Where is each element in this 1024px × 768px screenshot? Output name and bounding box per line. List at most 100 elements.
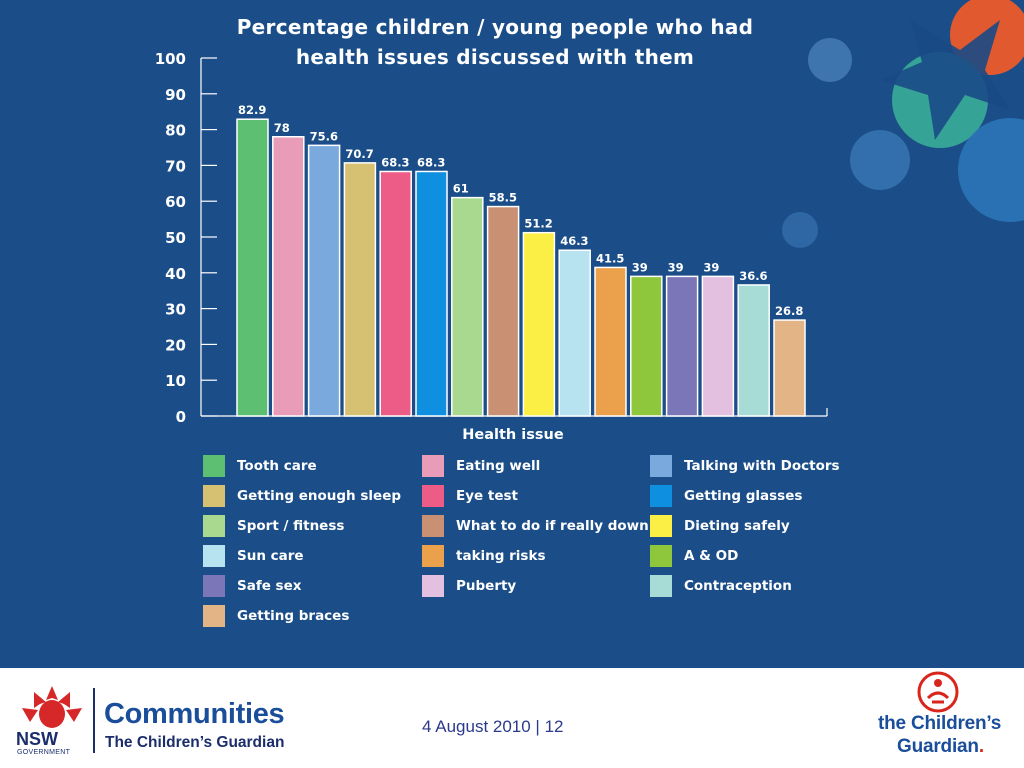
logo-divider [93,688,95,753]
y-tick-label: 40 [165,265,186,283]
legend-item: Tooth care [203,455,317,477]
data-label: 39 [703,260,719,274]
communities-brand: Communities [104,698,285,730]
legend-label: Sport / fitness [237,518,345,534]
legend-item: Puberty [422,575,516,597]
y-tick-label: 0 [176,408,186,426]
y-tick-label: 30 [165,301,186,319]
nsw-waratah-logo [22,686,82,728]
nsw-label: NSW [16,729,58,749]
legend-swatch [650,575,672,597]
legend-label: Puberty [456,578,517,594]
legend-swatch [422,455,444,477]
legend-item: taking risks [422,545,545,567]
legend-swatch [203,605,225,627]
bar [522,231,556,417]
bar [307,144,341,417]
childrens-guardian-logo-line-2: Guardian. [897,736,984,758]
legend-label: Contraception [684,578,792,594]
data-label: 61 [453,182,469,196]
childrens-guardian-emblem-icon [917,671,959,713]
bar [773,319,806,417]
date-page-number: 4 August 2010 | 12 [422,717,564,736]
legend-item: Eating well [422,455,540,477]
bar [486,205,520,417]
data-label: 39 [668,260,684,274]
data-label: 46.3 [560,234,588,248]
data-label: 78 [274,121,290,135]
x-axis-title: Health issue [462,427,564,443]
legend-label: Tooth care [237,458,317,474]
bar [594,266,627,417]
legend-item: Safe sex [203,575,301,597]
bar [451,196,484,417]
data-label: 36.6 [739,269,767,283]
legend-label: Eating well [456,458,541,474]
legend-swatch [203,515,225,537]
footer: NSW GOVERNMENT Communities The Children’… [0,668,1024,768]
bar [272,136,305,417]
legend-item: What to do if really down [422,515,649,537]
legend-item: Eye test [422,485,518,507]
legend-item: Getting enough sleep [203,485,401,507]
decorative-graphic [782,0,1024,248]
legend-item: Sport / fitness [203,515,344,537]
y-tick-label: 50 [165,229,186,247]
bar [415,170,448,417]
legend-swatch [422,485,444,507]
legend-swatch [203,575,225,597]
bar [558,249,591,417]
bar [343,162,377,417]
legend-swatch [650,455,672,477]
y-tick-label: 20 [165,336,186,354]
legend-label: Getting braces [237,608,350,624]
legend-item: Getting glasses [650,485,802,507]
y-tick-label: 90 [165,86,186,104]
legend-label: Sun care [237,548,304,564]
legend-item: Talking with Doctors [650,455,840,477]
cg-guardian-word: Guardian [897,736,979,757]
childrens-guardian-logo-line-1: the Children’s [878,713,1002,734]
childrens-guardian-brand: The Children’s Guardian [105,734,285,751]
legend-swatch [422,575,444,597]
legend-swatch [650,485,672,507]
data-label: 82.9 [238,103,266,117]
legend-item: Sun care [203,545,304,567]
legend-label: A & OD [684,548,739,564]
chart-title-line-2: health issues discussed with them [295,45,695,69]
legend-label: Getting glasses [684,488,803,504]
legend-label: Safe sex [237,578,302,594]
nsw-government-label: GOVERNMENT [17,749,71,756]
data-label: 70.7 [345,147,373,161]
legend-swatch [650,545,672,567]
data-label: 75.6 [310,129,338,143]
data-label: 39 [632,260,648,274]
legend-item: Getting braces [203,605,349,627]
legend-item: A & OD [650,545,738,567]
bar [665,275,699,417]
y-tick-label: 10 [165,372,186,390]
chart-title: Percentage children / young people who h… [190,12,800,72]
data-label: 41.5 [596,251,624,265]
legend-swatch [203,455,225,477]
legend-label: Getting enough sleep [237,488,402,504]
bar [737,284,770,417]
cg-red-dot: . [978,736,984,757]
legend-label: What to do if really down [456,518,649,534]
bar-chart: 0 10 20 30 40 50 60 70 80 90 100 82.9 78 75.6 70.7 68.3… [155,50,828,443]
legend-label: Eye test [456,488,518,504]
legend-label: Dieting safely [684,518,790,534]
data-label: 58.5 [489,191,517,205]
legend-label: Talking with Doctors [684,458,840,474]
data-label: 26.8 [775,304,803,318]
legend-item: Dieting safely [650,515,790,537]
y-tick-label: 70 [165,157,186,175]
bar [630,275,663,417]
legend-item: Contraception [650,575,792,597]
legend-swatch [203,485,225,507]
legend-swatch [422,515,444,537]
bar [701,275,735,417]
data-label: 68.3 [381,155,409,169]
bar [236,118,269,417]
